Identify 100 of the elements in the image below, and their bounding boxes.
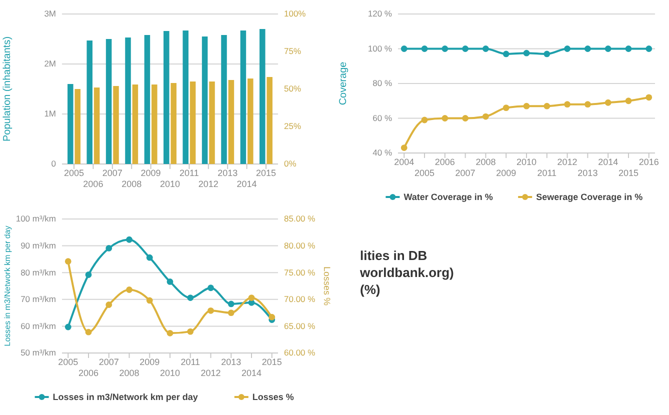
legend-label: Water Coverage in % bbox=[404, 192, 493, 202]
point bbox=[604, 99, 612, 106]
y-tick-label: 70 m³/km bbox=[20, 294, 56, 304]
y-axis-title: Coverage bbox=[338, 61, 349, 106]
x-tick-label: 2012 bbox=[200, 368, 221, 378]
x-tick-label: 2008 bbox=[476, 157, 496, 167]
y-tick-label: 80 m³/km bbox=[20, 267, 56, 278]
point bbox=[462, 115, 469, 122]
x-tick-label: 2010 bbox=[160, 179, 180, 189]
point bbox=[421, 116, 428, 124]
x-tick-label: 2005 bbox=[58, 357, 78, 367]
point bbox=[64, 258, 72, 265]
x-tick-label: 2007 bbox=[455, 168, 476, 178]
point bbox=[106, 245, 112, 252]
point bbox=[146, 254, 153, 261]
x-tick-label: 2009 bbox=[140, 168, 161, 178]
x-tick-label: 2006 bbox=[434, 157, 455, 167]
point bbox=[146, 297, 153, 304]
point bbox=[564, 101, 570, 108]
point bbox=[126, 236, 132, 243]
point bbox=[544, 50, 550, 58]
text: worldbank.org) bbox=[359, 265, 454, 280]
legend-label: Sewerage Coverage in % bbox=[536, 192, 643, 202]
x-tick-label: 2004 bbox=[394, 157, 414, 167]
point bbox=[625, 98, 632, 104]
x-tick-label: 2011 bbox=[180, 357, 200, 367]
point bbox=[502, 50, 510, 58]
point bbox=[166, 278, 174, 285]
point bbox=[187, 328, 194, 335]
y2-tick-label: 85.00 % bbox=[284, 214, 316, 224]
point bbox=[482, 46, 489, 52]
y2-tick-label: 25% bbox=[284, 121, 302, 132]
x-tick-label: 2008 bbox=[122, 179, 142, 189]
point bbox=[482, 113, 489, 120]
x-tick-label: 2013 bbox=[221, 357, 242, 367]
x-tick-label: 2006 bbox=[83, 179, 104, 189]
y-tick-label: 60 % bbox=[372, 112, 392, 123]
x-tick-label: 2012 bbox=[557, 157, 578, 167]
point bbox=[228, 310, 234, 316]
point bbox=[268, 314, 276, 320]
y-tick-label: 0 bbox=[51, 158, 56, 169]
x-tick-label: 2013 bbox=[218, 168, 238, 178]
x-tick-label: 2009 bbox=[140, 357, 160, 367]
x-tick-label: 2011 bbox=[180, 168, 199, 178]
y2-tick-label: 100% bbox=[284, 8, 306, 19]
x-tick-label: 2006 bbox=[78, 368, 99, 378]
point bbox=[442, 46, 448, 52]
x-tick-label: 2016 bbox=[638, 157, 659, 167]
point bbox=[442, 115, 448, 122]
y-tick-label: 90 m³/km bbox=[20, 240, 56, 251]
point bbox=[85, 328, 92, 336]
x-tick-label: 2014 bbox=[236, 179, 257, 189]
point bbox=[646, 46, 652, 52]
x-tick-label: 2015 bbox=[618, 168, 638, 178]
x-tick-label: 2012 bbox=[198, 179, 218, 189]
point bbox=[646, 94, 652, 101]
x-tick-label: 2014 bbox=[241, 368, 262, 378]
legend-label: Losses in m3/Network km per day bbox=[52, 392, 198, 402]
y-tick-label: 60 m³/km bbox=[20, 320, 56, 331]
y-tick-label: 120 % bbox=[368, 8, 392, 19]
y-axis-title: Losses in m3/Network km per day bbox=[3, 226, 12, 346]
x-tick-label: 2010 bbox=[516, 157, 537, 167]
point bbox=[187, 294, 194, 301]
point bbox=[208, 284, 214, 292]
point bbox=[604, 46, 612, 52]
x-tick-label: 2010 bbox=[160, 368, 180, 378]
text: (%) bbox=[360, 282, 380, 297]
point bbox=[106, 302, 112, 308]
y2-tick-label: 0% bbox=[284, 158, 297, 169]
y-tick-label: 40 % bbox=[372, 148, 392, 158]
y-tick-label: 80 % bbox=[372, 78, 392, 88]
y-tick-label: 2M bbox=[44, 58, 56, 69]
x-tick-label: 2007 bbox=[102, 168, 122, 178]
point bbox=[166, 330, 174, 336]
point bbox=[584, 46, 591, 52]
y-tick-label: 100 % bbox=[368, 43, 392, 54]
x-tick-label: 2015 bbox=[256, 168, 276, 178]
y2-tick-label: 70.00 % bbox=[284, 294, 316, 304]
point bbox=[85, 272, 92, 278]
text: lities in DB bbox=[360, 248, 428, 263]
point bbox=[248, 294, 255, 301]
x-tick-label: 2007 bbox=[98, 357, 119, 367]
y-tick-label: 50 m³/km bbox=[20, 348, 56, 358]
y2-tick-label: 65.00 % bbox=[284, 320, 316, 331]
point bbox=[584, 101, 591, 108]
x-tick-label: 2015 bbox=[262, 357, 282, 367]
y-axis-title: Population (inhabitants) bbox=[2, 36, 13, 142]
point bbox=[208, 307, 214, 314]
y2-tick-label: 75.00 % bbox=[284, 267, 316, 278]
y-tick-label: 100 m³/km bbox=[16, 214, 56, 224]
x-tick-label: 2005 bbox=[64, 168, 84, 178]
y-tick-label: 3M bbox=[44, 8, 56, 19]
point bbox=[625, 46, 632, 52]
y2-tick-label: 60.00 % bbox=[284, 348, 316, 358]
point bbox=[502, 104, 510, 112]
y2-tick-label: 50% bbox=[284, 84, 302, 94]
point bbox=[462, 46, 469, 52]
point bbox=[126, 286, 132, 293]
point bbox=[523, 50, 530, 56]
point bbox=[421, 46, 428, 52]
